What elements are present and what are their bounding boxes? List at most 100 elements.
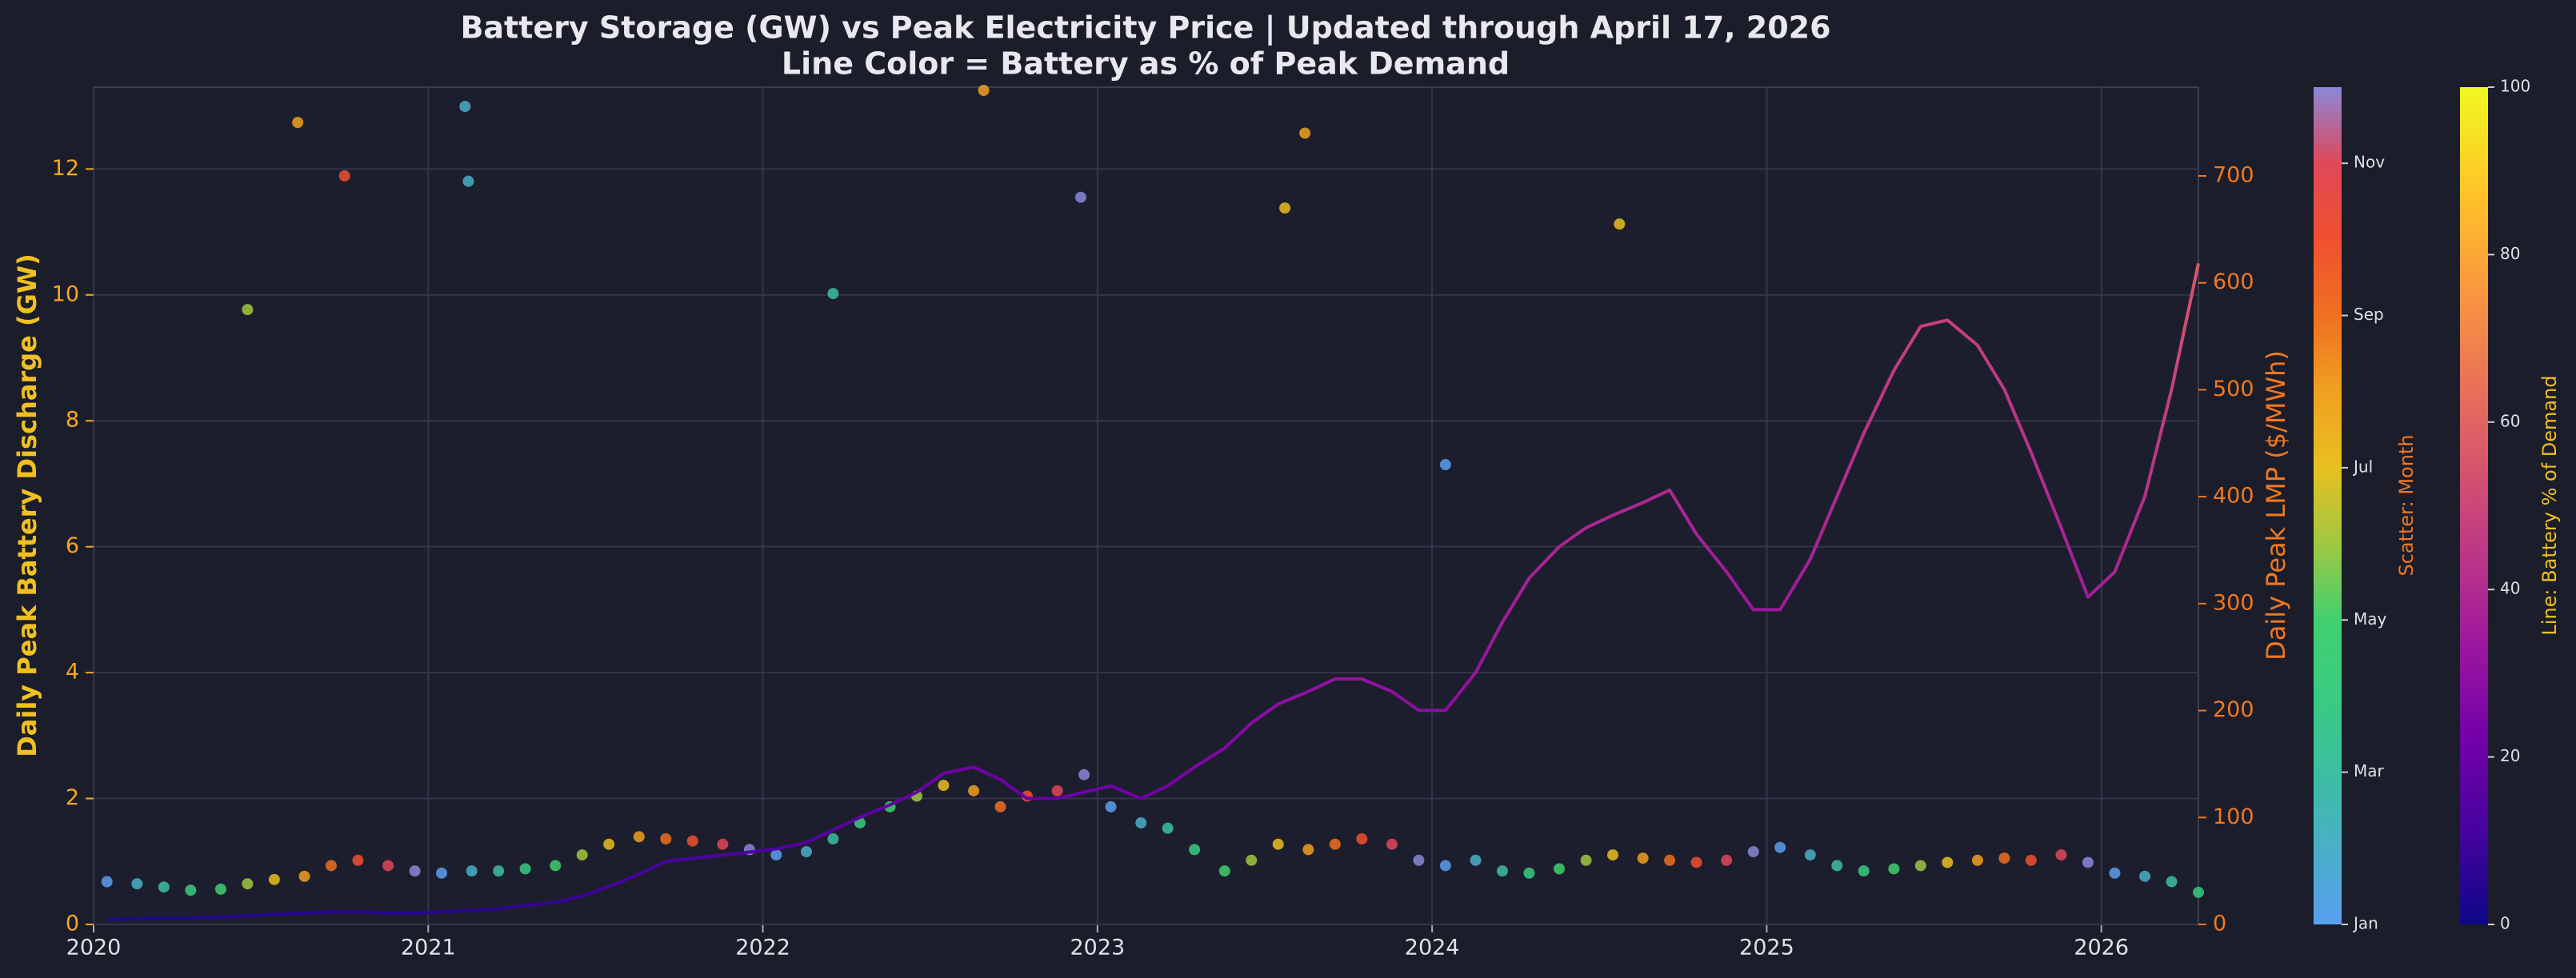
scatter-point [827, 833, 839, 845]
month-colorbar [2314, 87, 2342, 924]
x-tick-label: 2020 [66, 936, 122, 960]
scatter-point [519, 863, 531, 875]
scatter-point [1279, 202, 1291, 214]
scatter-point [550, 860, 562, 872]
colorbar-tick-label: 0 [2500, 914, 2510, 933]
scatter-point [1998, 852, 2010, 864]
scatter-point [1189, 844, 1201, 856]
scatter-point [1329, 838, 1341, 850]
scatter-point [1888, 863, 1900, 875]
scatter-point [1523, 867, 1535, 879]
plot-area [93, 86, 2199, 925]
percent-colorbar [2460, 87, 2488, 924]
y-tick-label: 12 [52, 156, 79, 181]
scatter-point [1496, 865, 1508, 877]
scatter-point [827, 288, 839, 300]
scatter-point [2139, 870, 2151, 882]
colorbar-tick-label: Mar [2354, 761, 2385, 780]
scatter-point [994, 800, 1006, 812]
scatter-point [1356, 833, 1368, 845]
scatter-point [576, 849, 588, 861]
scatter-point [968, 784, 980, 796]
scatter-point [1470, 854, 1482, 866]
scatter-point [1078, 768, 1090, 780]
scatter-point [268, 873, 280, 885]
scatter-point [633, 831, 645, 843]
scatter-point [325, 860, 337, 872]
y-tick-label: 10 [52, 281, 79, 306]
scatter-point [1942, 856, 1954, 868]
scatter-point [1272, 838, 1284, 850]
scatter-point [466, 865, 478, 877]
scatter-point [717, 838, 729, 850]
scatter-point [1413, 854, 1425, 866]
scatter-point [459, 101, 471, 113]
scatter-point [1858, 865, 1870, 877]
scatter-point [242, 304, 254, 316]
y-tick-label: 2 [66, 785, 79, 810]
scatter-point [185, 884, 197, 896]
chart-title: Battery Storage (GW) vs Peak Electricity… [460, 10, 1830, 46]
colorbar-tick-label: Jan [2352, 914, 2378, 933]
y2-tick-label: 600 [2213, 269, 2254, 294]
scatter-point [770, 849, 782, 861]
x-tick-label: 2023 [1070, 936, 1125, 960]
colorbar-tick-label: 20 [2500, 746, 2520, 765]
scatter-point [1914, 860, 1926, 872]
scatter-point [101, 876, 113, 888]
x-tick-label: 2026 [2074, 936, 2129, 960]
scatter-point [1971, 854, 1983, 866]
scatter-point [1439, 860, 1451, 872]
y-tick-label: 4 [66, 660, 79, 685]
scatter-point [1162, 822, 1174, 834]
scatter-point [1105, 800, 1117, 812]
scatter-point [292, 117, 304, 129]
scatter-point [409, 865, 421, 877]
scatter-point [800, 846, 812, 858]
scatter-point [214, 883, 226, 895]
scatter-point [2109, 867, 2121, 879]
scatter-point [158, 881, 170, 893]
y2-tick-label: 300 [2213, 590, 2254, 615]
colorbar-tick-label: May [2354, 609, 2387, 629]
scatter-point [1614, 218, 1626, 230]
scatter-point [978, 85, 990, 97]
scatter-point [1607, 849, 1619, 861]
chart-subtitle: Line Color = Battery as % of Peak Demand [782, 46, 1510, 82]
scatter-point [436, 867, 448, 879]
y-axis-label: Daily Peak Battery Discharge (GW) [12, 253, 42, 757]
battery-line [106, 263, 2200, 921]
scatter-point [1302, 844, 1314, 856]
scatter-point [2082, 856, 2094, 868]
x-tick-label: 2024 [1405, 936, 1460, 960]
y2-tick-label: 400 [2213, 484, 2254, 509]
scatter-point [2193, 886, 2204, 898]
scatter-point [1747, 846, 1759, 858]
scatter-point [1386, 838, 1398, 850]
scatter-point [938, 780, 950, 792]
scatter-point [462, 175, 474, 187]
scatter-point [1774, 841, 1786, 853]
scatter-point [1690, 856, 1702, 868]
scatter-point [298, 870, 310, 882]
colorbar-label: Line: Battery % of Demand [2538, 375, 2561, 635]
scatter-point [382, 860, 394, 872]
scatter-point [1554, 863, 1566, 875]
scatter-point [1218, 865, 1230, 877]
scatter-point [1135, 816, 1147, 828]
y2-tick-label: 0 [2213, 912, 2226, 936]
scatter-point [1831, 860, 1843, 872]
scatter-point [352, 854, 364, 866]
colorbar-label: Scatter: Month [2395, 434, 2418, 576]
y2-tick-label: 200 [2213, 697, 2254, 722]
scatter-point [1299, 127, 1311, 139]
scatter-point [493, 865, 505, 877]
scatter-point [1580, 854, 1592, 866]
colorbar-tick-label: Sep [2354, 305, 2384, 324]
scatter-point [603, 838, 615, 850]
scatter-point [1439, 459, 1451, 471]
colorbar-tick-label: 40 [2500, 579, 2520, 598]
scatter-point [1721, 854, 1733, 866]
